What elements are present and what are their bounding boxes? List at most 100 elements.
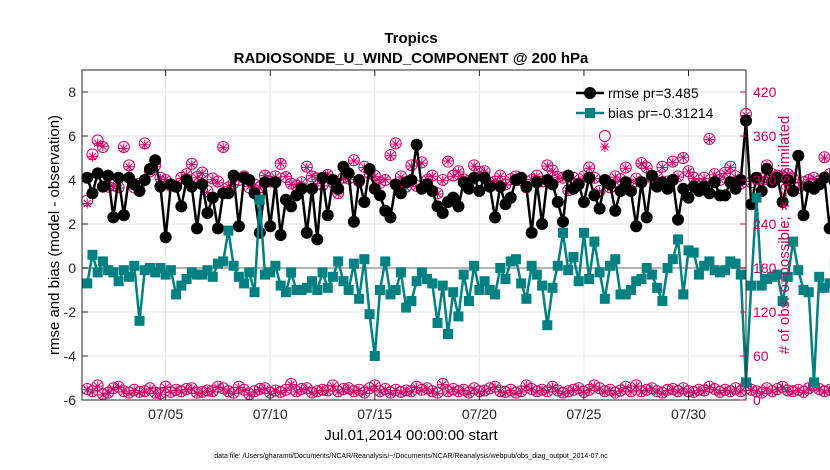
star-stroke — [789, 387, 798, 396]
star-stroke — [130, 386, 139, 395]
obs-assimilated-point — [442, 155, 453, 166]
rmse-point — [159, 231, 172, 244]
star-stroke — [616, 387, 625, 396]
star-stroke — [219, 143, 228, 152]
rmse-point — [384, 211, 397, 224]
bias-point — [432, 318, 443, 328]
bias-point — [348, 258, 359, 269]
obs-assimilated-point — [584, 163, 595, 174]
rmse-point — [551, 196, 564, 208]
obs-assimilated-point — [594, 384, 605, 394]
bias-point — [495, 263, 506, 273]
star-stroke — [668, 158, 677, 167]
obs-assimilated-point — [390, 139, 401, 150]
star-stroke — [428, 387, 437, 396]
star-stroke — [668, 385, 677, 394]
obs-assimilated-point — [699, 386, 710, 397]
rmse-point — [269, 176, 282, 189]
y-tick-label-right: 300 — [753, 172, 777, 188]
bias-point — [375, 285, 386, 295]
bias-point — [646, 269, 657, 280]
star-stroke — [98, 142, 107, 151]
rmse-point — [358, 196, 371, 208]
star-stroke — [454, 387, 463, 396]
obs-assimilated-point — [756, 388, 767, 399]
obs-assimilated-point — [422, 384, 433, 394]
bias-point — [307, 276, 318, 287]
star-stroke — [752, 387, 761, 396]
star-stroke — [621, 164, 630, 173]
star-stroke — [470, 162, 479, 171]
star-stroke — [93, 382, 102, 391]
bias-point — [798, 285, 809, 295]
bias-point — [239, 278, 250, 289]
star-stroke — [193, 389, 201, 398]
bias-point — [322, 282, 333, 293]
obs-assimilated-point — [761, 384, 772, 394]
bias-point — [280, 287, 291, 298]
rmse-point — [823, 222, 830, 235]
rmse-point — [91, 167, 104, 180]
obs-assimilated-point — [615, 386, 626, 397]
bias-point — [474, 285, 485, 295]
star-stroke — [757, 389, 766, 398]
bias-point — [97, 256, 108, 267]
bias-point — [662, 263, 673, 273]
obs-assimilated-point — [212, 382, 223, 393]
rmse-point — [196, 178, 209, 191]
obs-assimilated-point — [296, 384, 307, 395]
rmse-point — [515, 171, 528, 184]
star-stroke — [799, 388, 808, 397]
rmse-point — [645, 169, 658, 182]
bias-point — [354, 293, 365, 304]
bias-point — [746, 280, 757, 291]
star-stroke — [396, 388, 405, 397]
star-stroke — [553, 387, 562, 396]
obs-assimilated-point — [505, 385, 516, 396]
star-stroke — [663, 386, 672, 395]
bias-point — [458, 269, 469, 280]
obs-assimilated-point — [777, 382, 788, 393]
bias-point — [631, 276, 642, 287]
star-stroke — [187, 160, 196, 169]
star-stroke — [705, 383, 714, 392]
obs-assimilated-point — [463, 388, 474, 399]
obs-assimilated-point — [453, 386, 464, 397]
bias-point — [615, 289, 626, 300]
star-stroke — [496, 172, 505, 181]
star-stroke — [182, 385, 191, 394]
star-stroke — [428, 172, 437, 181]
bias-point — [82, 278, 93, 289]
obs-assimilated-point — [385, 388, 396, 399]
star-stroke — [590, 382, 599, 391]
obs-assimilated-point — [620, 163, 631, 174]
star-stroke — [532, 387, 541, 396]
bias-point — [437, 280, 448, 291]
rmse-point — [557, 215, 570, 228]
star-stroke — [820, 387, 829, 396]
plot-frame — [81, 69, 747, 401]
rmse-point — [81, 171, 94, 184]
bias-point — [249, 287, 260, 298]
obs-assimilated-point — [134, 387, 145, 398]
star-stroke — [449, 172, 458, 181]
bias-point — [411, 276, 422, 287]
rmse-point — [232, 220, 245, 233]
rmse-point — [154, 180, 167, 193]
star-stroke — [658, 389, 667, 398]
star-stroke — [762, 385, 771, 393]
star-stroke — [313, 387, 322, 396]
bias-point — [364, 309, 375, 320]
bias-point — [312, 285, 323, 295]
obs-assimilated-point — [589, 381, 600, 392]
rmse-point — [489, 211, 502, 224]
bias-point — [207, 271, 218, 282]
obs-assimilated-point — [301, 384, 312, 394]
bias-point — [610, 254, 621, 265]
bias-point — [803, 287, 814, 298]
rmse-point — [661, 182, 674, 195]
bias-point — [202, 265, 213, 276]
obs-assimilated-point — [678, 384, 689, 394]
bias-point — [678, 289, 689, 300]
obs-assimilated-point — [657, 162, 668, 173]
